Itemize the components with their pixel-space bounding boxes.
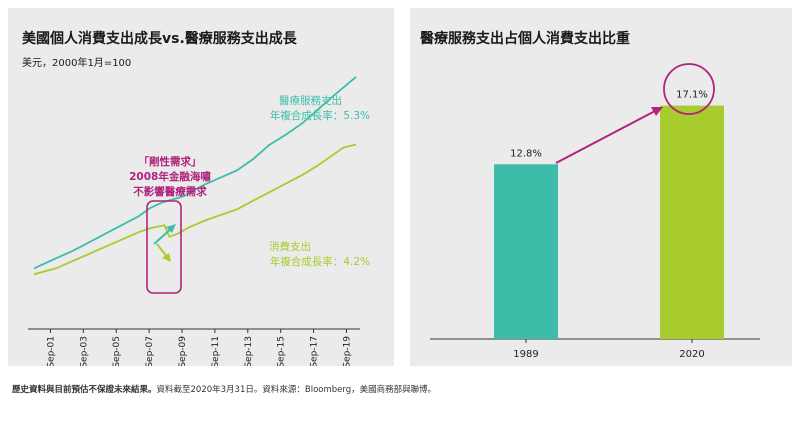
annotation-line-3: 不影響醫療需求 (133, 185, 207, 198)
x-tick-label: Sep-09 (178, 336, 188, 366)
healthcare-line (33, 76, 357, 270)
line-chart-title: 美國個人消費支出成長vs.醫療服務支出成長 (22, 31, 297, 47)
annotation-box (146, 200, 182, 294)
footnote: 歷史資料與目前預估不保證未來結果。資料截至2020年3月31日。資料來源：Blo… (12, 383, 436, 395)
annotation-line-2: 2008年金融海嘯 (129, 170, 211, 183)
bar-group: 12.8% 1989 17.1% 2020 (494, 90, 724, 360)
trend-arrow-shaft (555, 110, 656, 164)
x-tick-label: Sep-07 (145, 336, 155, 366)
bar-chart-panel: 醫療服務支出占個人消費支出比重 12.8% 1989 17.1% 2020 (410, 8, 792, 366)
consumer-cagr-label: 年複合成長率：4.2% (270, 255, 370, 268)
x-tick-label: Sep-15 (277, 336, 287, 366)
x-axis-ticks: Sep-01 Sep-03 Sep-05 Sep-07 Sep-09 Sep-11 Sep-… (46, 329, 352, 366)
bar-chart-svg: 12.8% 1989 17.1% 2020 (430, 63, 760, 360)
x-tick-label: Sep-19 (342, 336, 352, 366)
bar-category-label: 2020 (679, 349, 704, 360)
x-tick-label: Sep-01 (46, 336, 56, 366)
bar-value-label: 17.1% (676, 90, 708, 101)
consumer-line (33, 143, 357, 276)
bar-category-label: 1989 (513, 349, 538, 360)
line-chart-svg: Sep-01 Sep-03 Sep-05 Sep-07 Sep-09 Sep-11 Sep-… (28, 76, 370, 366)
bar-chart-title: 醫療服務支出占個人消費支出比重 (420, 31, 630, 47)
line-chart-subtitle: 美元，2000年1月=100 (22, 58, 132, 69)
healthcare-cagr-label: 年複合成長率：5.3% (270, 109, 370, 122)
x-tick-label: Sep-05 (112, 336, 122, 366)
bar-1989 (494, 164, 558, 339)
x-tick-label: Sep-13 (244, 336, 254, 366)
x-tick-label: Sep-11 (211, 336, 221, 366)
bar-2020 (660, 105, 724, 340)
healthcare-series-label: 醫療服務支出 (279, 94, 342, 107)
footnote-disclaimer: 歷史資料與目前預估不保證未來結果。 (12, 385, 157, 395)
footnote-source: 資料截至2020年3月31日。資料來源：Bloomberg，美國商務部與聯博。 (156, 385, 437, 395)
line-series-group (33, 76, 357, 276)
bar-value-label: 12.8% (510, 148, 542, 159)
consumer-arrow-head (162, 253, 171, 262)
line-chart-panel: 美國個人消費支出成長vs.醫療服務支出成長 美元，2000年1月=100 Sep… (8, 8, 394, 366)
highlight-circle (663, 63, 715, 115)
x-tick-label: Sep-03 (79, 336, 89, 366)
consumer-series-label: 消費支出 (269, 240, 311, 253)
healthcare-arrow-head (166, 224, 176, 233)
healthcare-arrow-shaft (153, 227, 173, 245)
annotation-line-1: 「剛性需求」 (139, 155, 202, 168)
x-tick-label: Sep-17 (310, 336, 320, 366)
trend-arrow-head (651, 107, 663, 116)
